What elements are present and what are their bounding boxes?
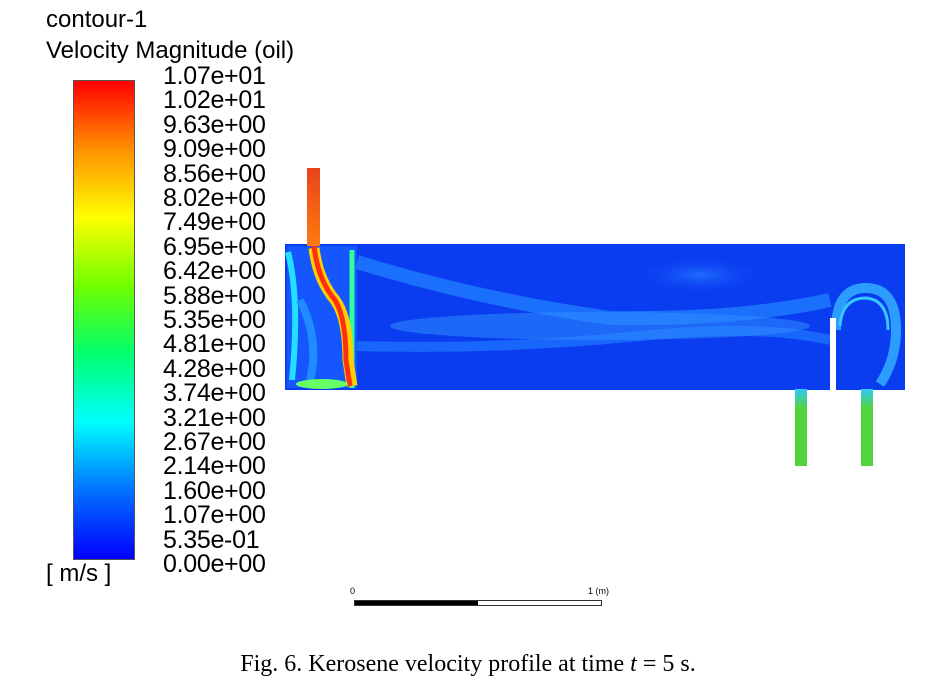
colorbar-tick-label: 2.14e+00: [163, 452, 266, 481]
colorbar-tick-label: 5.88e+00: [163, 281, 266, 310]
chamber-bottom-glow: [296, 379, 348, 389]
figure-caption: Fig. 6. Kerosene velocity profile at tim…: [0, 650, 936, 678]
colorbar-tick-label: 5.35e+00: [163, 306, 266, 334]
chamber-recirc: [296, 298, 318, 381]
legend-subtitle: Velocity Magnitude (oil): [46, 37, 295, 64]
inlet-pipe: [307, 168, 320, 246]
colorbar-tick-label: 0.00e+00: [163, 550, 266, 578]
colorbar-tick-label: 9.63e+00: [163, 110, 266, 139]
colorbar-tick-label: 3.21e+00: [163, 403, 266, 432]
weir-plate: [830, 318, 836, 390]
legend-unit: [ m/s ]: [46, 560, 112, 587]
scale-bar-filled-segment: [355, 601, 478, 605]
caption-variable: t: [630, 651, 637, 677]
scale-bar-end-label: 1 (m): [588, 586, 609, 596]
colorbar-tick-label: 1.07e+01: [163, 62, 266, 90]
weir-recirc-inner: [838, 296, 890, 331]
colorbar: [73, 80, 135, 560]
outlet-pipe-water: [795, 389, 807, 466]
colorbar-tick-label: 4.28e+00: [163, 354, 266, 383]
legend-title: contour-1: [46, 6, 148, 33]
colorbar-tick-label: 1.07e+00: [163, 501, 266, 530]
scale-bar-start-label: 0: [350, 586, 356, 596]
main-stream-glow: [390, 312, 810, 340]
caption-suffix: = 5 s.: [636, 651, 696, 677]
colorbar-tick-label: 3.74e+00: [163, 379, 266, 408]
colorbar-tick-label: 6.95e+00: [163, 232, 266, 261]
vortex-region: [630, 255, 770, 295]
colorbar-tick-label: 5.35e-01: [163, 525, 260, 554]
colorbar-tick-labels: 1.07e+01 1.02e+01 9.63e+00 9.09e+00 8.56e+00…: [163, 62, 303, 578]
colorbar-tick-label: 1.60e+00: [163, 476, 266, 505]
scale-bar: [354, 600, 602, 606]
colorbar-tick-label: 8.02e+00: [163, 184, 266, 212]
colorbar-tick-label: 4.81e+00: [163, 330, 266, 359]
colorbar-tick-label: 9.09e+00: [163, 135, 266, 164]
colorbar-tick-label: 1.02e+01: [163, 86, 266, 115]
caption-prefix: Fig. 6. Kerosene velocity profile at tim…: [240, 651, 631, 677]
colorbar-tick-label: 7.49e+00: [163, 208, 266, 237]
weir-recirculation: [831, 282, 902, 387]
colorbar-tick-label: 6.42e+00: [163, 257, 266, 286]
chamber-jet-core: [311, 245, 353, 387]
outlet-pipe-oil: [861, 389, 873, 466]
colorbar-tick-label: 8.56e+00: [163, 159, 266, 188]
colorbar-tick-label: 2.67e+00: [163, 428, 266, 456]
chamber-wall-jet-left: [285, 251, 299, 381]
